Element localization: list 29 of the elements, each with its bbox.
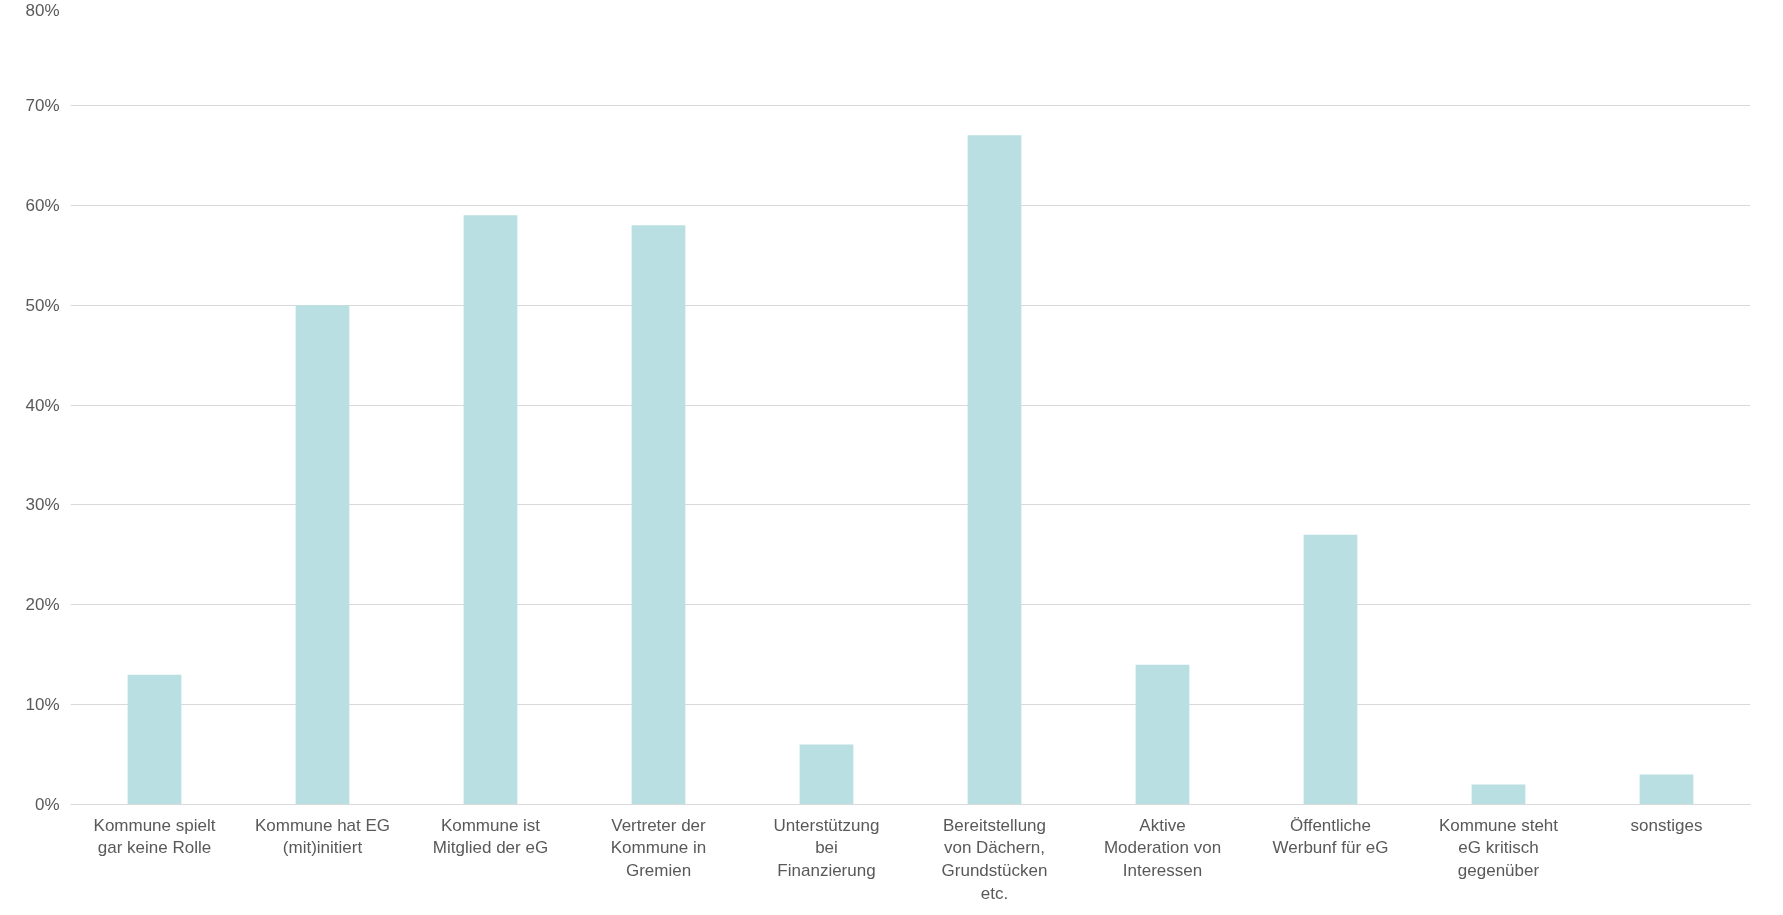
- x-tick-label: Kommune steht eG kritisch gegenüber: [1438, 815, 1559, 881]
- y-tick-label: 80%: [25, 0, 60, 20]
- x-tick-label: sonstiges: [1630, 815, 1703, 835]
- bar: [1303, 534, 1358, 805]
- x-tick-label: Öffentliche Werbunf für eG: [1272, 815, 1389, 858]
- x-tick-label: Aktive Moderation von Interessen: [1103, 815, 1222, 881]
- y-tick-label: 40%: [25, 395, 60, 415]
- x-tick-label: Kommune ist Mitglied der eG: [432, 815, 549, 858]
- bar: [295, 305, 350, 805]
- y-tick-label: 70%: [25, 95, 60, 115]
- y-tick-label: 30%: [25, 495, 60, 515]
- bar: [1471, 784, 1526, 805]
- bar: [1135, 664, 1190, 805]
- y-tick-label: 20%: [25, 595, 60, 615]
- y-tick-label: 50%: [25, 295, 60, 315]
- x-tick-label: Bereitstellung von Dächern, Grundstücken etc.: [941, 815, 1048, 903]
- bar: [799, 744, 854, 805]
- bar: [1639, 774, 1694, 805]
- bar: [967, 135, 1022, 805]
- x-tick-label: Vertreter der Kommune in Gremien: [610, 815, 707, 881]
- bar: [463, 215, 518, 805]
- y-tick-label: 60%: [25, 195, 60, 215]
- bar: [127, 674, 182, 805]
- x-tick-label: Kommune hat EG (mit)initiert: [254, 815, 391, 858]
- x-tick-label: Unterstützung bei Finanzierung: [773, 815, 880, 881]
- bar: [631, 225, 686, 805]
- x-tick-label: Kommune spielt gar keine Rolle: [93, 815, 216, 858]
- y-tick-label: 10%: [25, 695, 60, 715]
- y-tick-label: 0%: [34, 795, 60, 814]
